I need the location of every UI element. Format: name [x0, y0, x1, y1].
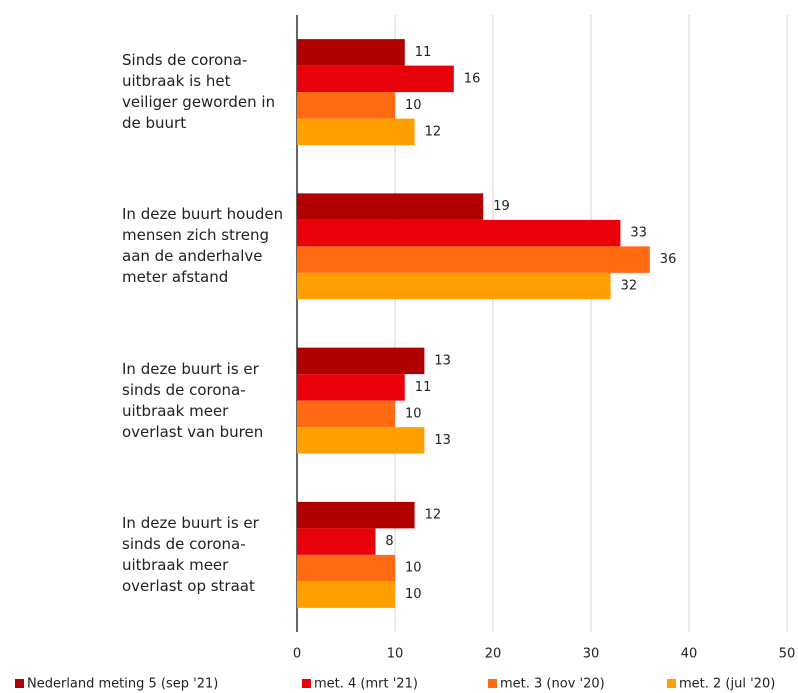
value-label: 11 [415, 45, 432, 60]
category-label: Sinds de corona-uitbraak is het veiliger… [122, 51, 276, 133]
bar [297, 554, 395, 582]
value-label: 10 [405, 561, 422, 576]
legend-label: met. 3 (nov '20) [500, 677, 605, 692]
value-label: 11 [415, 380, 432, 395]
bar [297, 246, 650, 273]
value-label: 10 [405, 98, 422, 113]
value-label: 32 [621, 279, 638, 294]
bar [297, 92, 395, 119]
bar [297, 272, 611, 300]
value-label: 13 [434, 433, 451, 448]
bar [297, 581, 395, 608]
bar [297, 193, 484, 220]
value-label: 8 [385, 534, 393, 549]
x-tick-label: 40 [681, 647, 698, 662]
x-tick-label: 0 [293, 647, 301, 662]
category-label: In deze buurt is er sinds de corona-uitb… [122, 513, 259, 595]
bar [297, 347, 425, 375]
legend-swatch [302, 679, 311, 688]
bar [297, 65, 454, 93]
x-tick-label: 10 [387, 647, 404, 662]
bar [297, 400, 395, 428]
legend-swatch [667, 679, 676, 688]
x-tick-label: 30 [583, 647, 600, 662]
x-tick-label: 20 [485, 647, 502, 662]
bar [297, 374, 405, 401]
bar [297, 39, 405, 66]
bar [297, 528, 376, 555]
bar [297, 427, 425, 454]
value-label: 13 [434, 353, 451, 368]
legend-label: met. 2 (jul '20) [679, 677, 775, 692]
value-label: 12 [425, 508, 442, 523]
legend-swatch [488, 679, 497, 688]
value-label: 36 [660, 252, 677, 267]
bar [297, 219, 621, 247]
value-label: 33 [630, 226, 647, 241]
x-tick-label: 50 [779, 647, 796, 662]
category-label: In deze buurt is er sinds de corona-uitb… [122, 359, 264, 441]
value-label: 19 [493, 199, 510, 214]
legend-label: met. 4 (mrt '21) [314, 677, 418, 692]
legend-swatch [15, 679, 24, 688]
bar [297, 501, 415, 529]
category-label: In deze buurt houden mensen zich streng … [122, 205, 284, 287]
value-label: 10 [405, 587, 422, 602]
value-label: 12 [425, 124, 442, 139]
legend-label: Nederland meting 5 (sep '21) [27, 677, 218, 692]
bar [297, 118, 415, 146]
value-label: 16 [464, 71, 481, 86]
value-label: 10 [405, 406, 422, 421]
